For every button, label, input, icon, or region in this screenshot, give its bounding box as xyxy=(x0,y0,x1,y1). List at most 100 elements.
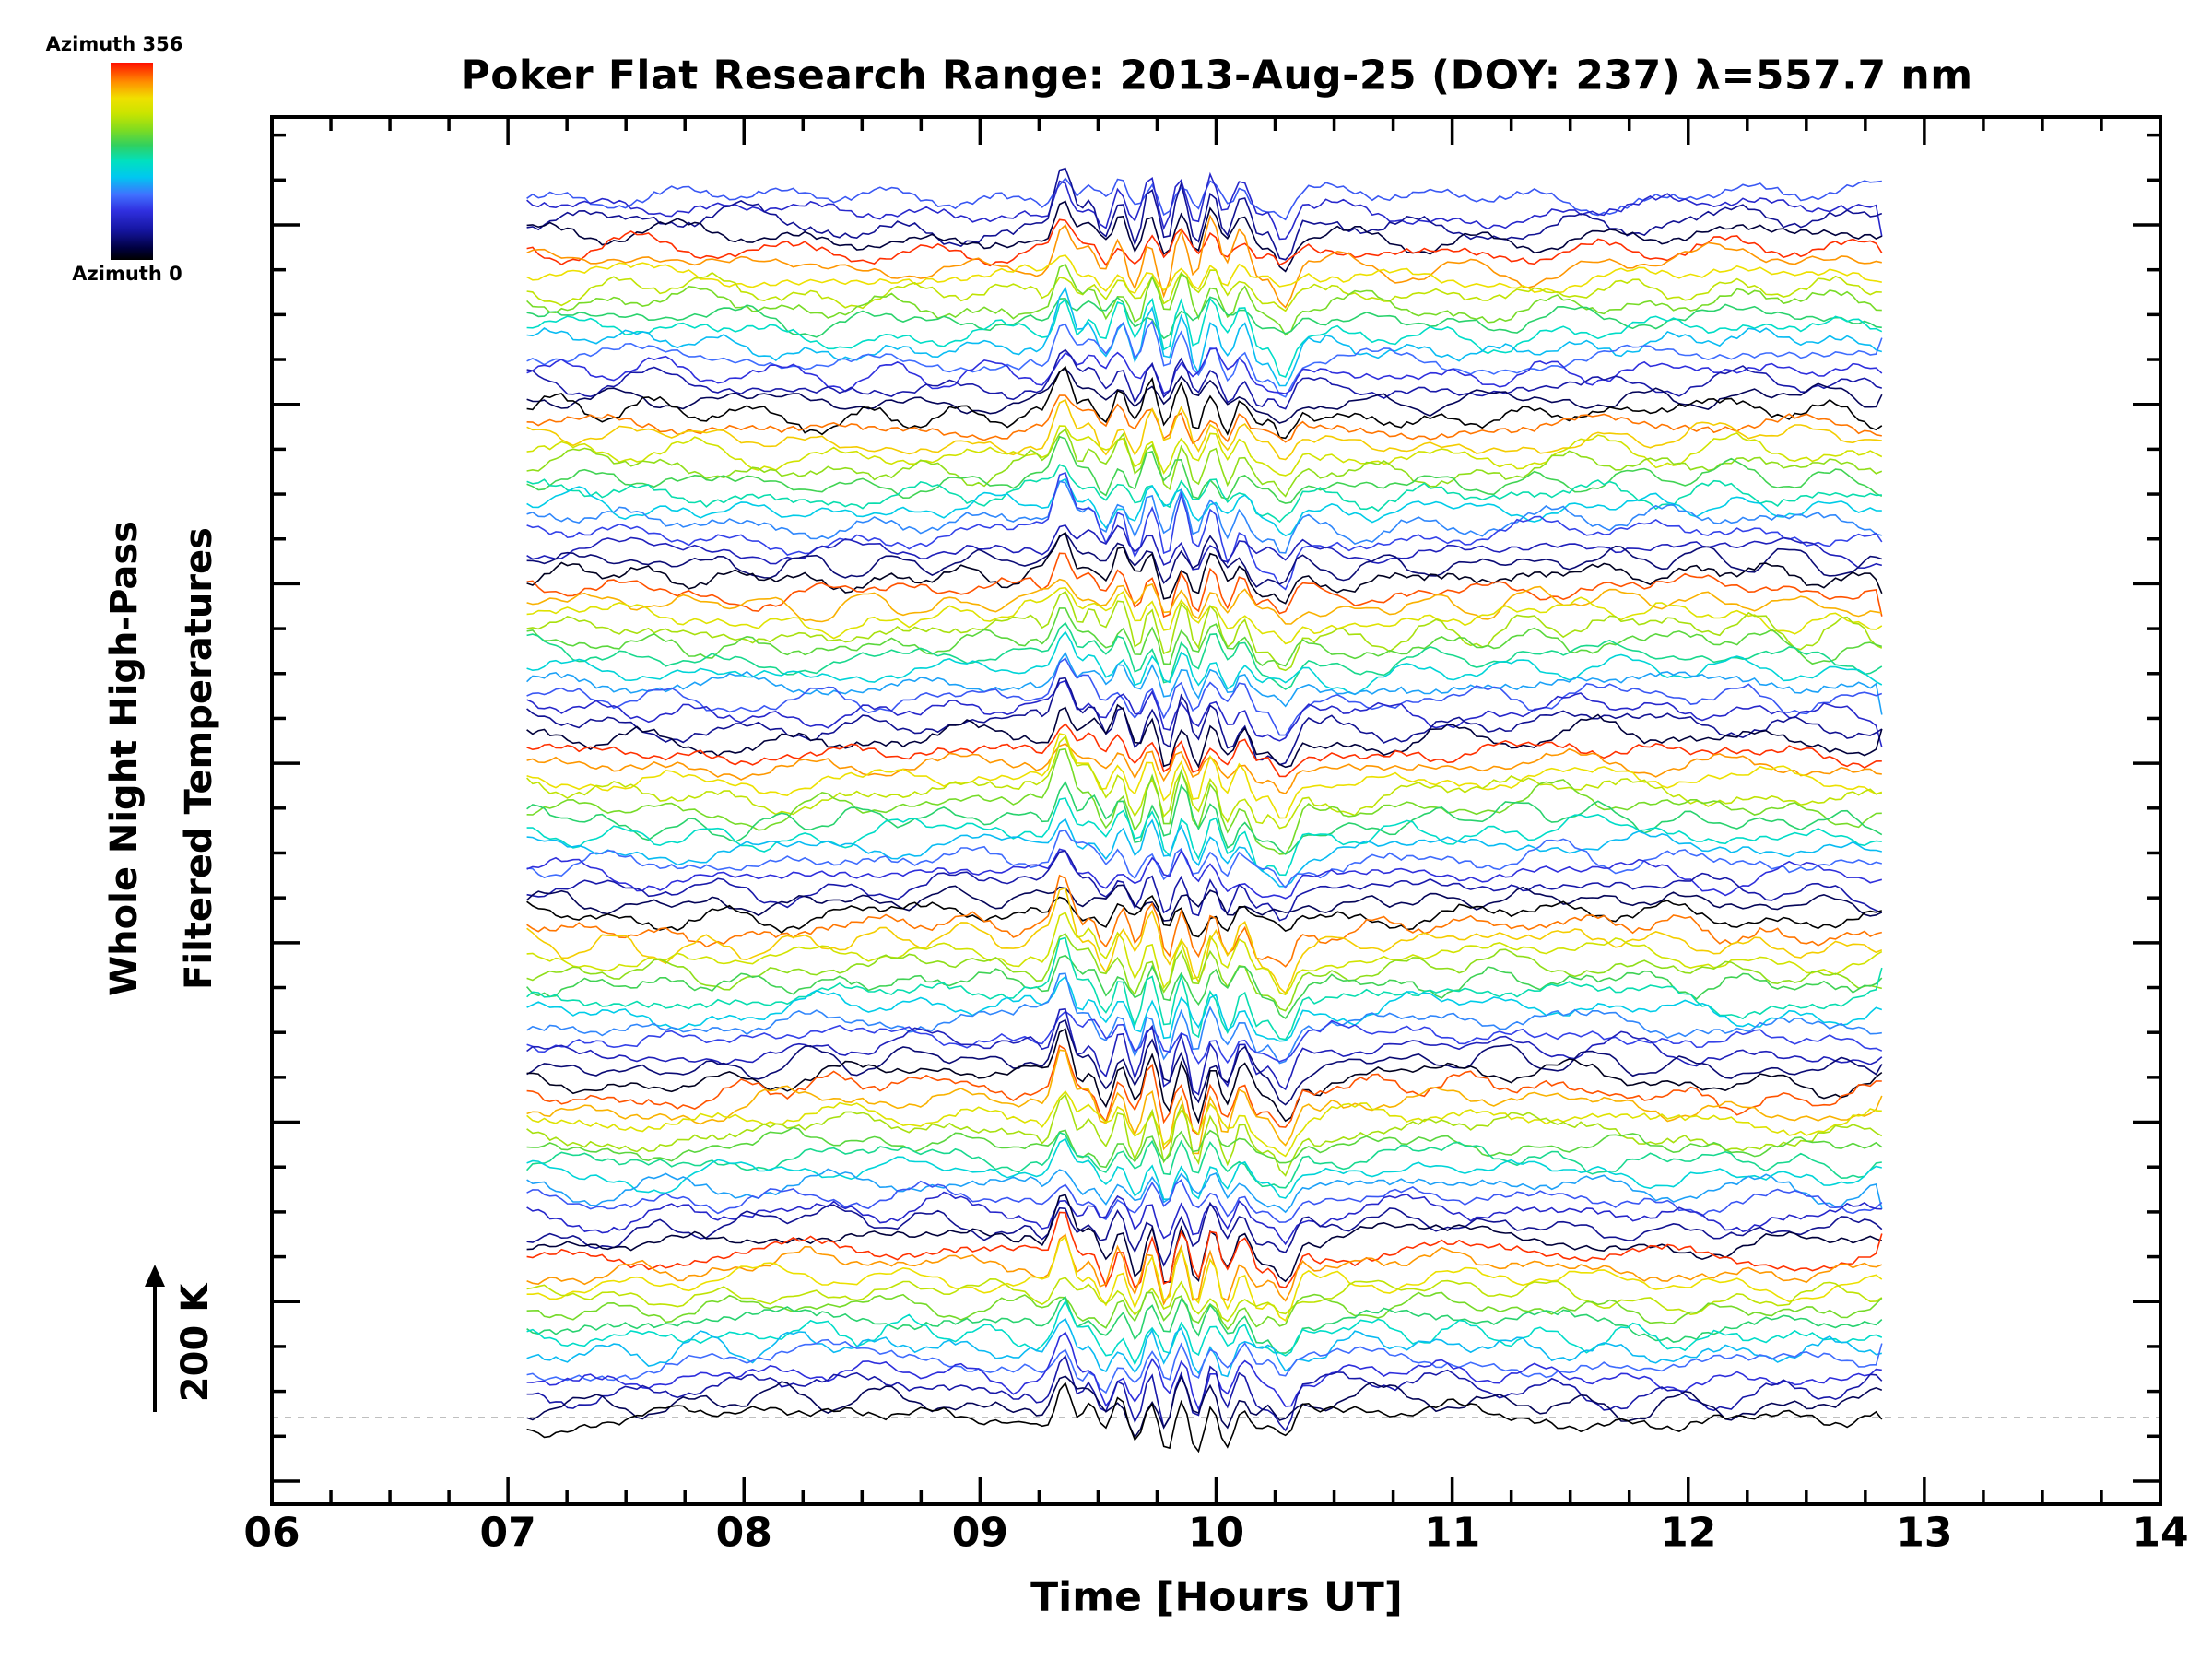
temperature-trace xyxy=(526,972,1882,1065)
temperature-trace xyxy=(526,1044,1882,1136)
temperature-trace xyxy=(526,621,1883,690)
scale-arrow-icon xyxy=(145,1265,165,1287)
temperature-trace xyxy=(526,975,1883,1042)
temperature-trace xyxy=(526,296,1882,340)
temperature-trace xyxy=(526,428,1883,498)
temperature-trace xyxy=(526,319,1883,398)
temperature-trace xyxy=(526,829,1882,889)
temperature-trace xyxy=(526,874,1882,968)
temperature-trace xyxy=(526,1126,1883,1169)
temperature-trace xyxy=(526,1235,1883,1322)
x-tick-label: 07 xyxy=(479,1509,536,1557)
temperature-trace xyxy=(526,532,1883,588)
temperature-trace xyxy=(526,887,1883,994)
temperature-trace xyxy=(526,657,1883,736)
temperature-trace xyxy=(526,723,1882,778)
temperature-trace xyxy=(526,200,1883,273)
temperature-trace xyxy=(526,735,1883,830)
temperature-trace xyxy=(526,398,1882,461)
temperature-trace xyxy=(526,524,1883,571)
chart-title: Poker Flat Research Range: 2013-Aug-25 (… xyxy=(460,52,1973,100)
temperature-trace xyxy=(526,1201,1883,1267)
temperature-trace xyxy=(526,477,1882,537)
temperature-trace xyxy=(526,214,1882,309)
temperature-trace xyxy=(526,781,1883,855)
temperature-trace xyxy=(526,884,1883,922)
temperature-trace xyxy=(526,394,1882,445)
temperature-trace xyxy=(526,936,1883,1041)
temperature-trace xyxy=(526,1211,1883,1289)
temperature-trace xyxy=(526,425,1883,477)
colorbar-bottom-label: Azimuth 0 xyxy=(72,263,182,285)
temperature-trace xyxy=(526,679,1883,747)
temperature-trace xyxy=(526,254,1882,294)
x-axis-label: Time [Hours UT] xyxy=(1030,1573,1403,1621)
temperature-trace xyxy=(526,848,1883,900)
temperature-trace xyxy=(526,471,1883,591)
x-tick-label: 11 xyxy=(1424,1509,1481,1557)
temperature-trace xyxy=(526,933,1882,1012)
temperature-trace xyxy=(526,218,1883,267)
temperature-trace xyxy=(526,630,1883,696)
temperature-trace xyxy=(526,747,1882,855)
temperature-trace xyxy=(526,1010,1883,1065)
temperature-trace xyxy=(526,435,1883,504)
temperature-trace xyxy=(526,1331,1882,1412)
x-tick-label: 10 xyxy=(1187,1509,1245,1557)
temperature-trace xyxy=(526,607,1883,667)
temperature-trace xyxy=(526,652,1883,715)
temperature-trace xyxy=(526,1300,1883,1366)
temperature-trace xyxy=(526,1291,1883,1331)
temperature-trace xyxy=(526,1374,1883,1440)
temperature-trace xyxy=(526,480,1882,554)
temperature-trace xyxy=(526,1049,1883,1155)
temperature-trace xyxy=(526,552,1883,618)
temperature-trace xyxy=(526,347,1883,395)
temperature-trace xyxy=(526,1338,1883,1394)
temperature-trace xyxy=(526,743,1882,794)
temperature-trace xyxy=(526,1382,1883,1453)
temperature-trace xyxy=(526,590,1883,672)
temperature-trace xyxy=(526,464,1882,524)
temperature-trace xyxy=(526,1028,1883,1124)
temperature-trace xyxy=(526,578,1882,625)
x-tick-label: 13 xyxy=(1896,1509,1953,1557)
temperature-trace xyxy=(526,850,1883,922)
temperature-trace xyxy=(526,1168,1883,1214)
temperature-trace xyxy=(526,286,1883,387)
temperature-trace xyxy=(526,177,1882,221)
temperature-trace xyxy=(526,703,1883,769)
x-tick-label: 06 xyxy=(243,1509,300,1557)
x-tick-label: 08 xyxy=(715,1509,772,1557)
temperature-trace xyxy=(526,263,1882,336)
x-tick-label: 14 xyxy=(2132,1509,2189,1557)
temperature-trace xyxy=(526,348,1883,410)
y-axis-label-line2: Filtered Temperatures xyxy=(178,527,220,990)
temperature-trace xyxy=(526,269,1882,312)
temperature-trace xyxy=(525,954,1883,1020)
temperature-trace xyxy=(526,1233,1883,1306)
temperature-trace xyxy=(526,167,1883,261)
temperature-trace xyxy=(526,677,1883,766)
scale-bar-label: 200 K xyxy=(174,1283,217,1403)
temperature-trace xyxy=(526,365,1883,440)
temperature-trace xyxy=(526,912,1883,996)
temperature-trace xyxy=(526,1137,1882,1200)
temperature-trace xyxy=(526,894,1883,938)
temperature-trace xyxy=(526,1191,1882,1246)
azimuth-colorbar xyxy=(111,63,153,260)
temperature-trace xyxy=(526,367,1883,424)
temperature-trace xyxy=(526,1090,1882,1158)
temperature-trace xyxy=(526,733,1883,819)
x-tick-label: 12 xyxy=(1660,1509,1717,1557)
temperature-trace xyxy=(526,586,1883,645)
temperature-trace xyxy=(526,1277,1883,1323)
colorbar-top-label: Azimuth 356 xyxy=(45,33,183,55)
x-tick-label: 09 xyxy=(951,1509,1008,1557)
temperature-trace xyxy=(526,1007,1883,1096)
temperature-trace xyxy=(526,1179,1883,1223)
temperature-trace xyxy=(526,818,1882,888)
temperature-trace xyxy=(526,531,1883,605)
